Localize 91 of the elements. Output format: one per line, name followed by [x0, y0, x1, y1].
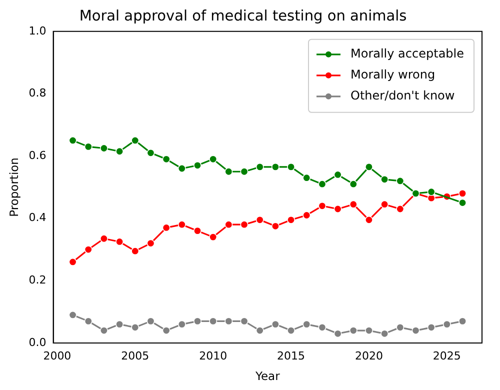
point [146, 148, 155, 157]
point [68, 258, 77, 266]
point [178, 164, 186, 173]
point [458, 198, 467, 207]
point [240, 317, 248, 326]
point [162, 224, 170, 232]
point [100, 234, 108, 243]
x-axis-title: Year [254, 369, 280, 384]
point [209, 317, 218, 326]
point [84, 142, 92, 151]
point [458, 317, 467, 326]
point [287, 162, 296, 171]
point [224, 317, 233, 326]
legend-label: Morally acceptable [350, 46, 464, 61]
x-tick-label: 2025 [432, 349, 461, 362]
point [131, 136, 140, 144]
x-tick-label: 2005 [121, 349, 150, 362]
point [224, 220, 233, 229]
point [240, 168, 248, 176]
point [178, 220, 186, 229]
point [364, 326, 373, 335]
point [318, 202, 326, 210]
point [162, 155, 170, 164]
point [162, 326, 170, 335]
point [302, 174, 311, 182]
point [256, 216, 264, 224]
x-tick-label: 2010 [199, 349, 228, 362]
point [287, 326, 296, 335]
point [271, 222, 280, 230]
point [178, 320, 186, 328]
point [442, 320, 451, 328]
point [131, 247, 140, 256]
point [116, 147, 124, 156]
point [240, 220, 248, 229]
point [380, 200, 389, 208]
point [334, 330, 342, 338]
point [427, 188, 436, 196]
point [302, 320, 311, 328]
y-tick-label: 1.0 [28, 24, 46, 38]
point [68, 136, 77, 144]
point [131, 323, 140, 332]
point [146, 239, 155, 248]
x-tick-label: 2020 [354, 349, 383, 362]
legend-label: Other/don't know [350, 88, 455, 103]
point [458, 189, 467, 198]
point [209, 155, 218, 164]
point [349, 180, 358, 188]
legend-label: Morally wrong [350, 68, 436, 82]
point [364, 216, 373, 224]
point [84, 317, 92, 326]
x-tick-label: 2015 [277, 349, 306, 362]
point [193, 226, 202, 235]
point [271, 162, 280, 171]
point [100, 326, 108, 335]
y-tick-label: 0.6 [28, 148, 46, 162]
x-tick-label: 2000 [43, 349, 72, 362]
point [302, 211, 311, 220]
point [364, 162, 373, 171]
point [193, 317, 202, 326]
point [334, 170, 342, 179]
point [100, 144, 108, 152]
point [84, 246, 92, 254]
point [349, 200, 358, 208]
point [396, 205, 404, 214]
y-tick-label: 0.8 [28, 86, 46, 100]
point [193, 161, 202, 170]
chart-title: Moral approval of medical testing on animals [79, 8, 407, 24]
point [256, 162, 264, 171]
point [146, 317, 155, 326]
y-tick-label: 0.0 [28, 336, 46, 349]
point [318, 323, 326, 332]
point [68, 310, 77, 319]
point [116, 320, 124, 328]
point [427, 323, 436, 332]
point [396, 176, 404, 185]
y-tick-label: 0.2 [28, 274, 46, 287]
point [271, 320, 280, 328]
y-tick-label: 0.4 [28, 211, 46, 224]
point [287, 216, 296, 224]
point [380, 175, 389, 184]
point [412, 326, 420, 335]
point [334, 205, 342, 214]
point [380, 330, 389, 338]
point [256, 326, 264, 335]
point [396, 323, 404, 332]
point [116, 238, 124, 246]
point [224, 168, 233, 176]
y-axis-title: Proportion [6, 158, 21, 217]
point [318, 180, 326, 188]
point [349, 326, 358, 335]
point [209, 233, 218, 242]
